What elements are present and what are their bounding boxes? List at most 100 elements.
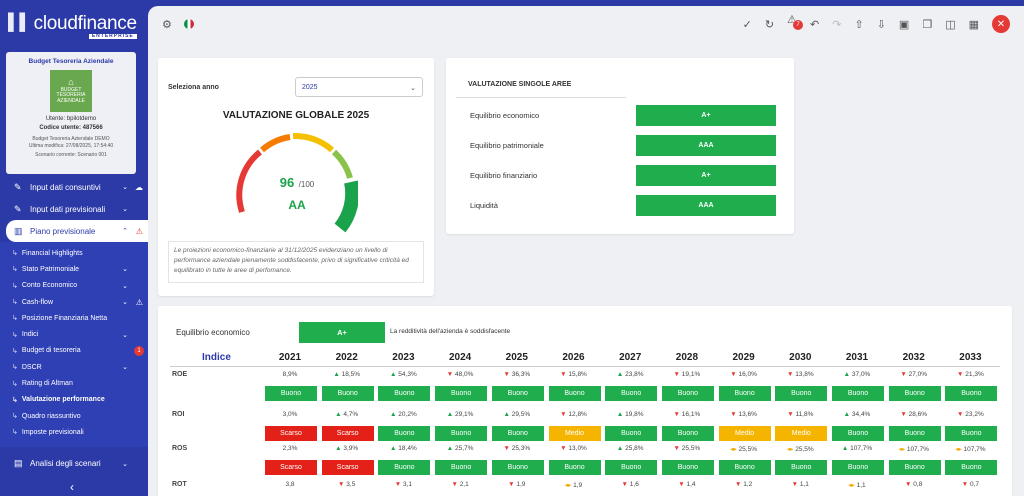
logo-sub: ENTERPRISE [88, 33, 137, 39]
app-logo[interactable]: ▌▌ cloudfinance ENTERPRISE [0, 0, 148, 46]
subnav: ↳ Financial Highlights ↳ Stato Patrimonial… [0, 242, 148, 447]
arrow-down-icon: ▼ [791, 481, 800, 488]
layout-icon[interactable]: ◫ [945, 18, 956, 31]
save-icon[interactable]: ▣ [898, 18, 910, 31]
areas-panel: VALUTAZIONE SINGOLE AREE Equilibrio econ… [446, 58, 794, 234]
company-logo: ⌂ BUDGET TESORERIA AZIENDALE [50, 70, 92, 112]
subitem-arrow-icon: ↳ [12, 250, 18, 258]
arrow-down-icon: ▼ [338, 481, 347, 488]
collapse-sidebar-icon[interactable]: ‹ [70, 480, 74, 494]
check-icon[interactable]: ✓ [742, 18, 752, 31]
bar-chart-icon: ▥ [14, 225, 23, 236]
arrow-side-icon: ◂▸ [848, 482, 857, 489]
subnav-cash-flow[interactable]: ↳ Cash-flow ⌄ ⚠ [0, 294, 148, 310]
index-rating-badge: Buono [661, 460, 714, 475]
arrow-side-icon: ◂▸ [564, 482, 574, 489]
index-value: ▲ 37,0% [843, 371, 871, 378]
evaluation-note: Le proiezioni economico-finanziarie al 3… [168, 241, 424, 283]
subnav-label: Stato Patrimoniale [21, 265, 80, 273]
index-name: ROT [172, 481, 187, 488]
arrow-up-icon: ▲ [335, 411, 344, 418]
index-value: ▼ 1,9 [508, 481, 526, 488]
subnav-budget-tesoreria[interactable]: ↳ Budget di tesoreria 1 [0, 343, 148, 359]
arrow-up-icon: ▲ [616, 445, 626, 452]
index-rating-badge: Medio [775, 426, 828, 441]
arrow-side-icon: ◂▸ [955, 446, 964, 453]
subnav-indici[interactable]: ↳ Indici ⌄ [0, 326, 148, 342]
index-value: ◂▸ 1,9 [564, 482, 583, 489]
sidebar-item-analisi-scenari[interactable]: ▤ Analisi degli scenari ⌄ [0, 453, 148, 475]
logo-bars-icon: ▌▌ [8, 14, 31, 31]
close-icon[interactable]: ✕ [992, 15, 1010, 33]
index-rating-badge: Buono [775, 386, 828, 401]
index-value: ▼ 21,3% [957, 371, 984, 378]
index-value: ▲ 3,9% [335, 445, 359, 452]
index-value: ▼ 1,4 [678, 481, 696, 488]
subnav-imposte-previsionali[interactable]: ↳ Imposte previsionali [0, 424, 148, 440]
upload-icon[interactable]: ⇧ [854, 18, 864, 31]
refresh-icon[interactable]: ↻ [764, 18, 775, 31]
index-value: 2,3% [282, 445, 298, 452]
index-rating-badge: Scarso [321, 426, 374, 441]
subnav-label: Posizione Finanziaria Netta [21, 314, 108, 322]
index-value: ▼ 1,1 [791, 481, 809, 488]
index-name: ROS [172, 445, 188, 452]
year-select[interactable]: 2025 ⌄ [295, 77, 423, 97]
index-value: ▲ 23,8% [616, 371, 644, 378]
index-value: ▼ 48,0% [446, 371, 474, 378]
index-value: ▼ 36,3% [503, 371, 531, 378]
subnav-pfn[interactable]: ↳ Posizione Finanziaria Netta [0, 310, 148, 326]
subnav-dscr[interactable]: ↳ DSCR ⌄ [0, 359, 148, 375]
index-value: ▲ 20,2% [390, 411, 417, 418]
italy-flag-icon[interactable] [183, 19, 194, 29]
arrow-down-icon: ▼ [673, 411, 682, 418]
index-value: ▼ 15,8% [560, 371, 587, 378]
subnav-conto-economico[interactable]: ↳ Conto Economico ⌄ [0, 278, 148, 294]
subitem-arrow-icon: ↳ [12, 266, 18, 274]
area-row: Liquidità AAA [446, 195, 794, 217]
score-grade: AA [288, 198, 306, 212]
settings-icon[interactable]: ⚙ [162, 18, 172, 31]
sidebar-item-input-previsionali[interactable]: ✎ Input dati previsionali ⌄ [0, 198, 148, 220]
table-header-divider [170, 366, 1000, 367]
arrow-down-icon: ▼ [957, 371, 966, 378]
subnav-stato-patrimoniale[interactable]: ↳ Stato Patrimoniale ⌄ [0, 261, 148, 277]
chevron-down-icon: ⌄ [122, 331, 128, 339]
index-value: ◂▸ 25,5% [730, 446, 757, 453]
redo-icon[interactable]: ↷ [832, 18, 842, 31]
arrow-down-icon: ▼ [734, 481, 744, 488]
index-rating-badge: Buono [888, 426, 941, 441]
sidebar-item-input-consuntivi[interactable]: ✎ Input dati consuntivi ⌄ ☁ [0, 176, 148, 198]
index-value: ▼ 28,6% [900, 411, 928, 418]
board-icon[interactable]: ▦ [968, 18, 979, 31]
index-rating-badge: Buono [661, 386, 714, 401]
index-rating-badge: Buono [491, 460, 544, 475]
company-name: Budget Tesoreria Aziendale DEMO [32, 136, 110, 142]
chevron-down-icon: ⌄ [122, 266, 128, 274]
sidebar-item-label: Piano previsionale [30, 226, 96, 236]
subnav-quadro-riassuntivo[interactable]: ↳ Quadro riassuntivo [0, 408, 148, 424]
chevron-down-icon: ⌄ [122, 184, 128, 191]
index-value: ▲ 107,7% [841, 445, 873, 452]
arrow-down-icon: ▼ [503, 371, 512, 378]
index-value: ▲ 4,7% [335, 411, 359, 418]
index-value: ▼ 1,2 [734, 481, 753, 488]
index-value: ◂▸ 1,1 [848, 482, 866, 489]
gauge-segment-light-green [331, 149, 353, 179]
subnav-label: Valutazione performance [21, 396, 105, 404]
undo-icon[interactable]: ↶ [810, 18, 820, 31]
download-icon[interactable]: ⇩ [876, 18, 886, 31]
edit-icon: ✎ [14, 181, 22, 192]
subnav-financial-highlights[interactable]: ↳ Financial Highlights [0, 245, 148, 261]
copy-icon[interactable]: ❐ [922, 18, 933, 31]
subnav-valutazione-performance[interactable]: ↳ Valutazione performance [0, 392, 148, 408]
index-value: ▲ 54,3% [390, 371, 417, 378]
count-badge: 1 [134, 345, 144, 356]
sidebar-item-piano-previsionale[interactable]: ▥ Piano previsionale ⌃ ⚠ [6, 220, 148, 242]
alert-icon[interactable]: ⚠ 7 [787, 13, 804, 36]
arrow-up-icon: ▲ [335, 445, 344, 452]
subnav-label: Cash-flow [21, 298, 53, 306]
subitem-arrow-icon: ↳ [12, 380, 18, 388]
area-row: Equilibrio patrimoniale AAA [446, 135, 794, 157]
subnav-rating-altman[interactable]: ↳ Rating di Altman [0, 375, 148, 391]
